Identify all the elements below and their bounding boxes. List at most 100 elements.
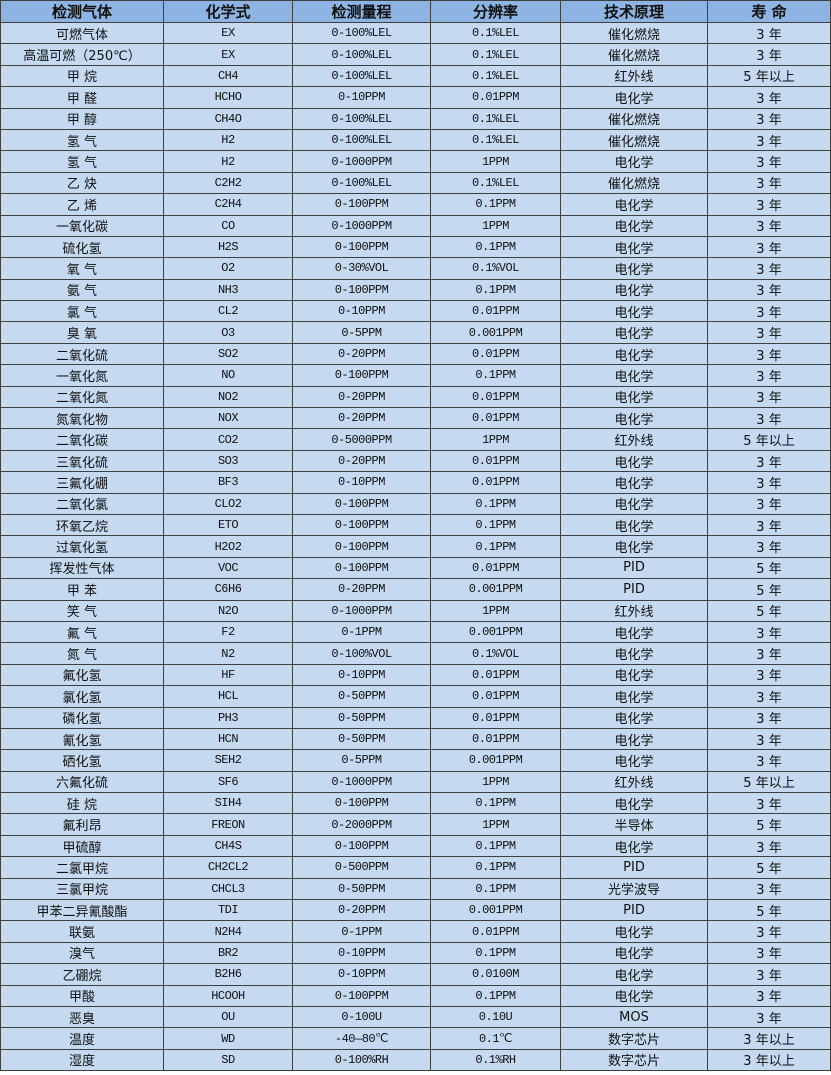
- gas-cell: 氧 气: [0, 257, 164, 280]
- gas-cell: 笑 气: [0, 599, 164, 622]
- principle-cell: PID: [560, 856, 708, 879]
- gas-cell: 恶臭: [0, 1005, 164, 1029]
- principle-cell: 红外线: [560, 64, 708, 88]
- lifespan-cell: 3 年: [707, 257, 831, 280]
- formula-cell: HCOOH: [163, 984, 293, 1007]
- table-row: 氯 气 CL2 0-10PPM 0.01PPM 电化学 3 年: [0, 300, 831, 323]
- formula-cell: CH4O: [163, 107, 293, 130]
- resolution-cell: 0.001PPM: [430, 578, 561, 601]
- table-row: 硅 烷 SIH4 0-100PPM 0.1PPM 电化学 3 年: [0, 792, 831, 815]
- table-row: 溴气 BR2 0-10PPM 0.1PPM 电化学 3 年: [0, 941, 831, 965]
- range-cell: 0-100PPM: [292, 792, 431, 815]
- gas-cell: 三氟化硼: [0, 471, 164, 494]
- gas-cell: 氯 气: [0, 300, 164, 323]
- formula-cell: WD: [163, 1027, 293, 1050]
- range-cell: 0-5000PPM: [292, 428, 431, 451]
- principle-cell: 半导体: [560, 813, 708, 836]
- lifespan-cell: 3 年: [707, 984, 831, 1007]
- resolution-cell: 0.1PPM: [430, 364, 561, 387]
- principle-cell: PID: [560, 578, 708, 601]
- range-cell: 0-100%RH: [292, 1048, 431, 1072]
- lifespan-cell: 3 年: [707, 792, 831, 815]
- table-row: 甲 醛 HCHO 0-10PPM 0.01PPM 电化学 3 年: [0, 86, 831, 109]
- formula-cell: CH4: [163, 64, 293, 88]
- table-row: 甲酸 HCOOH 0-100PPM 0.1PPM 电化学 3 年: [0, 984, 831, 1007]
- gas-cell: 氟化氢: [0, 663, 164, 687]
- principle-cell: 电化学: [560, 792, 708, 815]
- resolution-cell: 0.01PPM: [430, 385, 561, 409]
- principle-cell: 电化学: [560, 749, 708, 772]
- table-row: 甲 醇 CH4O 0-100%LEL 0.1%LEL 催化燃烧 3 年: [0, 107, 831, 130]
- principle-cell: 红外线: [560, 428, 708, 451]
- gas-cell: 氟 气: [0, 620, 164, 644]
- lifespan-cell: 3 年: [707, 685, 831, 708]
- resolution-cell: 0.1PPM: [430, 941, 561, 965]
- gas-cell: 一氧化氮: [0, 364, 164, 387]
- principle-cell: 电化学: [560, 407, 708, 430]
- gas-cell: 磷化氢: [0, 706, 164, 729]
- table-row: 甲 苯 C6H6 0-20PPM 0.001PPM PID 5 年: [0, 578, 831, 601]
- principle-cell: 电化学: [560, 235, 708, 259]
- table-row: 湿度 SD 0-100%RH 0.1%RH 数字芯片 3 年以上: [0, 1048, 831, 1072]
- formula-cell: NO2: [163, 385, 293, 409]
- principle-cell: 电化学: [560, 535, 708, 558]
- lifespan-cell: 3 年: [707, 471, 831, 494]
- lifespan-cell: 3 年: [707, 107, 831, 130]
- lifespan-cell: 3 年: [707, 492, 831, 515]
- table-row: 乙 烯 C2H4 0-100PPM 0.1PPM 电化学 3 年: [0, 193, 831, 216]
- table-row: 磷化氢 PH3 0-50PPM 0.01PPM 电化学 3 年: [0, 706, 831, 729]
- gas-cell: 挥发性气体: [0, 556, 164, 580]
- range-cell: 0-10PPM: [292, 86, 431, 109]
- range-cell: 0-5PPM: [292, 749, 431, 772]
- lifespan-cell: 3 年: [707, 535, 831, 558]
- resolution-cell: 0.01PPM: [430, 706, 561, 729]
- range-cell: 0-100PPM: [292, 193, 431, 216]
- principle-cell: 电化学: [560, 214, 708, 237]
- resolution-cell: 0.1%LEL: [430, 64, 561, 88]
- table-row: 二氧化氮 NO2 0-20PPM 0.01PPM 电化学 3 年: [0, 385, 831, 409]
- formula-cell: C2H2: [163, 171, 293, 195]
- principle-cell: 电化学: [560, 727, 708, 751]
- gas-cell: 甲苯二异氰酸酯: [0, 899, 164, 922]
- principle-cell: 催化燃烧: [560, 43, 708, 66]
- principle-cell: 数字芯片: [560, 1027, 708, 1050]
- range-cell: 0-20PPM: [292, 578, 431, 601]
- resolution-cell: 0.1%RH: [430, 1048, 561, 1072]
- gas-cell: 温度: [0, 1027, 164, 1050]
- principle-cell: MOS: [560, 1005, 708, 1029]
- range-cell: 0-100PPM: [292, 364, 431, 387]
- resolution-cell: 0.01PPM: [430, 342, 561, 366]
- range-cell: 0-2000PPM: [292, 813, 431, 836]
- resolution-cell: 0.1PPM: [430, 535, 561, 558]
- table-row: 过氧化氢 H2O2 0-100PPM 0.1PPM 电化学 3 年: [0, 535, 831, 558]
- lifespan-cell: 5 年: [707, 578, 831, 601]
- table-row: 二氧化硫 SO2 0-20PPM 0.01PPM 电化学 3 年: [0, 342, 831, 366]
- table-row: 氟化氢 HF 0-10PPM 0.01PPM 电化学 3 年: [0, 663, 831, 687]
- resolution-cell: 0.001PPM: [430, 321, 561, 344]
- resolution-cell: 0.1PPM: [430, 492, 561, 515]
- lifespan-cell: 5 年: [707, 856, 831, 879]
- principle-cell: 红外线: [560, 599, 708, 622]
- lifespan-cell: 3 年: [707, 920, 831, 943]
- table-row: 笑 气 N2O 0-1000PPM 1PPM 红外线 5 年: [0, 599, 831, 622]
- principle-cell: 电化学: [560, 278, 708, 302]
- table-row: 甲 烷 CH4 0-100%LEL 0.1%LEL 红外线 5 年以上: [0, 64, 831, 88]
- header-principle: 技术原理: [560, 0, 708, 23]
- principle-cell: 催化燃烧: [560, 128, 708, 152]
- range-cell: 0-20PPM: [292, 385, 431, 409]
- range-cell: 0-100%VOL: [292, 642, 431, 665]
- table-body: 可燃气体 EX 0-100%LEL 0.1%LEL 催化燃烧 3 年高温可燃（250℃） E…: [0, 21, 831, 1072]
- gas-cell: 硅 烷: [0, 792, 164, 815]
- formula-cell: H2O2: [163, 535, 293, 558]
- range-cell: 0-10PPM: [292, 663, 431, 687]
- table-row: 三氟化硼 BF3 0-10PPM 0.01PPM 电化学 3 年: [0, 471, 831, 494]
- lifespan-cell: 3 年: [707, 834, 831, 858]
- resolution-cell: 0.1%VOL: [430, 257, 561, 280]
- range-cell: 0-100PPM: [292, 556, 431, 580]
- formula-cell: CHCL3: [163, 877, 293, 901]
- lifespan-cell: 3 年: [707, 642, 831, 665]
- table-row: 高温可燃（250℃） EX 0-100%LEL 0.1%LEL 催化燃烧 3 年: [0, 43, 831, 66]
- formula-cell: CH2CL2: [163, 856, 293, 879]
- range-cell: 0-50PPM: [292, 706, 431, 729]
- table-row: 一氧化氮 NO 0-100PPM 0.1PPM 电化学 3 年: [0, 364, 831, 387]
